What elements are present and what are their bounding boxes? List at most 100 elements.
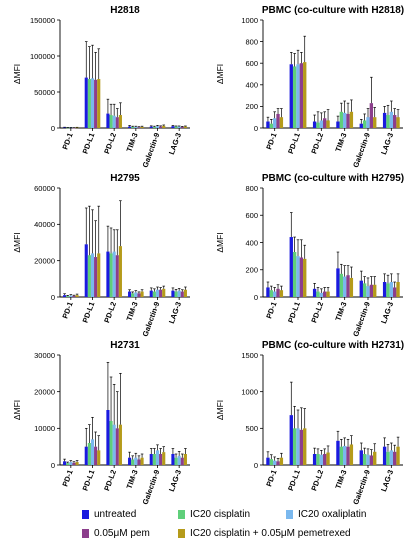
bar-pd-l1-series-1 [84,77,88,128]
bar-lag-3-series-4 [393,115,397,128]
bar-pd-l1-series-5 [303,428,307,465]
y-axis-label: ΔMFI [12,232,22,252]
bar-galectin-9-series-5 [373,117,377,128]
bar-pd-1-series-2 [269,123,273,128]
bar-tim-3-series-1 [128,126,132,128]
bar-galectin-9-series-4 [159,126,163,128]
x-tick-label: LAG-3 [379,301,395,325]
bar-pd-l2-series-4 [115,428,119,465]
x-tick-label: Galectin-9 [351,132,372,169]
y-tick-label: 0 [254,461,258,470]
bar-galectin-9-series-5 [373,451,377,465]
bar-tim-3-series-4 [346,446,350,465]
bar-pd-l2-series-3 [112,115,116,128]
y-tick-label: 800 [245,37,258,46]
bar-galectin-9-series-3 [366,454,370,465]
bar-pd-l2-series-3 [319,454,324,465]
bar-lag-3-series-1 [171,290,175,297]
bar-tim-3-series-5 [140,291,144,297]
bar-pd-l1-series-1 [84,244,88,297]
bar-lag-3-series-2 [386,115,390,128]
bar-lag-3-series-1 [382,112,387,128]
bar-pd-1-series-4 [276,113,280,128]
bar-tim-3-series-4 [137,127,141,128]
bar-lag-3-series-5 [183,454,187,465]
bar-galectin-9-series-4 [369,103,374,128]
x-tick-label: Galectin-9 [141,301,162,338]
bar-galectin-9-series-2 [152,291,156,297]
y-tick-label: 500 [245,424,258,433]
bar-lag-3-series-4 [180,457,184,465]
bar-pd-l1-series-2 [292,428,297,465]
bar-pd-l2-series-5 [326,291,330,297]
legend-label-pem: 0.05μM pem [94,527,150,539]
x-tick-label: PD-L2 [309,301,325,324]
x-tick-label: PD-L1 [81,301,97,324]
bar-tim-3-series-3 [134,292,138,297]
bar-pd-l2-series-1 [106,251,110,297]
y-axis-label: ΔMFI [12,64,22,84]
bar-galectin-9-series-1 [149,126,153,128]
bar-galectin-9-series-2 [152,126,156,128]
bar-tim-3-series-3 [342,112,347,128]
bar-galectin-9-series-3 [155,450,160,465]
bar-lag-3-series-1 [171,454,175,465]
bar-lag-3-series-3 [389,282,394,297]
x-tick-label: Galectin-9 [141,469,162,506]
bar-galectin-9-series-1 [149,290,153,297]
bar-pd-l1-series-4 [299,257,304,297]
chart-panel-6: PBMC (co-culture with H2731) ΔMFI 0 500 1000… [215,340,404,506]
bar-galectin-9-series-4 [159,454,163,465]
bar-pd-l2-series-5 [326,120,330,128]
x-tick-label: LAG-3 [167,469,183,493]
x-tick-label: TIM-3 [333,469,348,490]
bar-lag-3-series-1 [171,126,175,128]
bar-galectin-9-series-2 [362,454,367,465]
bar-tim-3-series-4 [137,293,141,297]
x-tick-label: PD-1 [60,132,74,151]
bar-pd-1-series-1 [266,121,270,128]
bar-lag-3-series-3 [177,126,181,128]
x-tick-label: Galectin-9 [351,469,372,506]
bar-pd-1-series-5 [279,117,284,128]
y-tick-label: 50000 [34,88,55,97]
bar-lag-3-series-1 [382,282,387,297]
bar-pd-l1-series-1 [289,415,293,465]
bar-galectin-9-series-1 [149,454,153,465]
bar-pd-l1-series-3 [90,439,95,465]
bar-pd-l2-series-5 [326,452,330,465]
bar-lag-3-series-5 [396,282,400,297]
x-tick-label: LAG-3 [379,469,395,493]
bar-tim-3-series-2 [131,459,135,465]
y-axis-label: ΔMFI [12,400,22,420]
bar-pd-l2-series-2 [109,253,113,297]
bar-pd-l1-series-1 [289,64,293,128]
x-tick-label: PD-L2 [102,301,118,324]
legend-label-untreated: untreated [94,508,137,520]
legend-label-ic20-cisplatin: IC20 cisplatin [190,508,251,520]
bar-pd-l2-series-2 [316,291,320,297]
bar-galectin-9-series-2 [362,120,367,128]
bar-tim-3-series-4 [346,113,350,128]
bar-lag-3-series-5 [396,117,400,128]
bar-pd-l1-series-4 [94,79,98,128]
x-tick-label: PD-1 [264,469,278,488]
bar-lag-3-series-1 [382,446,387,465]
bar-pd-l2-series-5 [118,115,122,128]
bar-tim-3-series-1 [336,268,340,297]
bar-tim-3-series-5 [140,126,144,128]
x-tick-label: PD-L1 [81,132,97,155]
panel-title: H2731 [110,340,140,351]
panel-title: PBMC (co-culture with H2731) [262,340,404,351]
x-tick-label: LAG-3 [379,132,395,156]
bar-lag-3-series-3 [177,290,181,297]
bar-lag-3-series-5 [396,446,400,465]
x-tick-label: PD-L2 [102,132,118,155]
y-tick-label: 150000 [30,16,55,25]
bar-pd-l1-series-4 [94,446,98,465]
bar-lag-3-series-3 [389,111,394,128]
bar-galectin-9-series-2 [362,283,367,297]
x-tick-label: Galectin-9 [351,301,372,338]
bar-galectin-9-series-4 [369,455,374,465]
